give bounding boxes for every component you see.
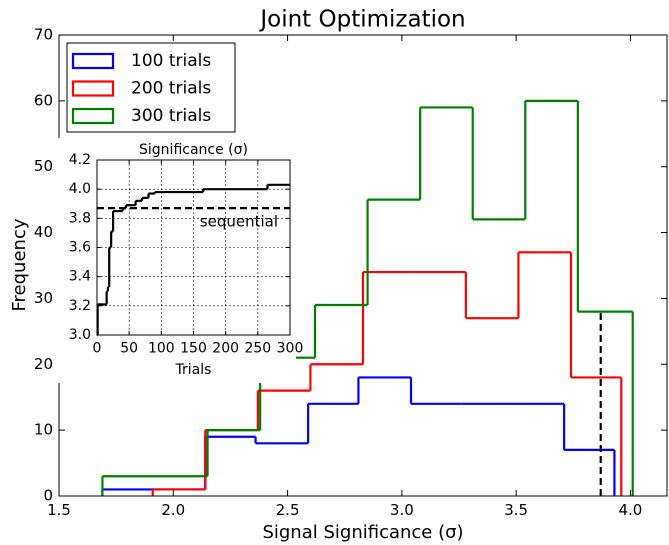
y-tick-label: 70 xyxy=(34,26,53,44)
reference-label: sequential xyxy=(200,213,278,231)
y-tick-label: 4.2 xyxy=(69,152,91,168)
x-tick-label: 0 xyxy=(93,340,102,356)
y-axis-label: Frequency xyxy=(9,218,30,311)
y-tick-label: 60 xyxy=(34,91,53,109)
x-tick-label: 250 xyxy=(244,340,271,356)
x-tick-label: 4.0 xyxy=(618,501,642,519)
y-tick-label: 3.4 xyxy=(69,269,91,285)
x-tick-label: 300 xyxy=(277,340,304,356)
x-tick-label: 150 xyxy=(180,340,207,356)
x-tick-label: 50 xyxy=(120,340,138,356)
legend-label: 300 trials xyxy=(131,106,211,126)
x-tick-label: 3.5 xyxy=(504,501,528,519)
y-tick-label: 20 xyxy=(34,355,53,373)
y-tick-label: 30 xyxy=(34,289,53,307)
x-tick-label: 200 xyxy=(212,340,239,356)
y-tick-label: 3.8 xyxy=(69,210,91,226)
x-axis-label: Signal Significance (σ) xyxy=(262,522,463,543)
y-tick-label: 3.0 xyxy=(69,327,91,343)
y-tick-label: 10 xyxy=(34,421,53,439)
legend-label: 200 trials xyxy=(131,79,211,99)
x-tick-label: 1.5 xyxy=(47,501,71,519)
y-tick-label: 3.6 xyxy=(69,240,91,256)
x-axis-label: Trials xyxy=(175,362,212,378)
legend-box xyxy=(66,42,236,133)
x-tick-label: 2.5 xyxy=(276,501,300,519)
y-tick-label: 3.2 xyxy=(69,298,91,314)
axes-frame xyxy=(96,159,291,336)
x-tick-label: 3.0 xyxy=(390,501,414,519)
y-tick-label: 50 xyxy=(34,157,53,175)
y-tick-label: 40 xyxy=(34,223,53,241)
y-tick-label: 4.0 xyxy=(69,181,91,197)
legend-label: 100 trials xyxy=(131,51,211,71)
inset-title: Significance (σ) xyxy=(139,142,248,158)
x-tick-label: 100 xyxy=(148,340,175,356)
legend-swatch xyxy=(71,107,115,125)
legend-swatch xyxy=(71,80,115,97)
legend-swatch xyxy=(71,52,115,70)
x-tick-label: 2.0 xyxy=(161,501,185,519)
chart-title: Joint Optimization xyxy=(258,7,465,33)
y-tick-label: 0 xyxy=(43,487,53,505)
